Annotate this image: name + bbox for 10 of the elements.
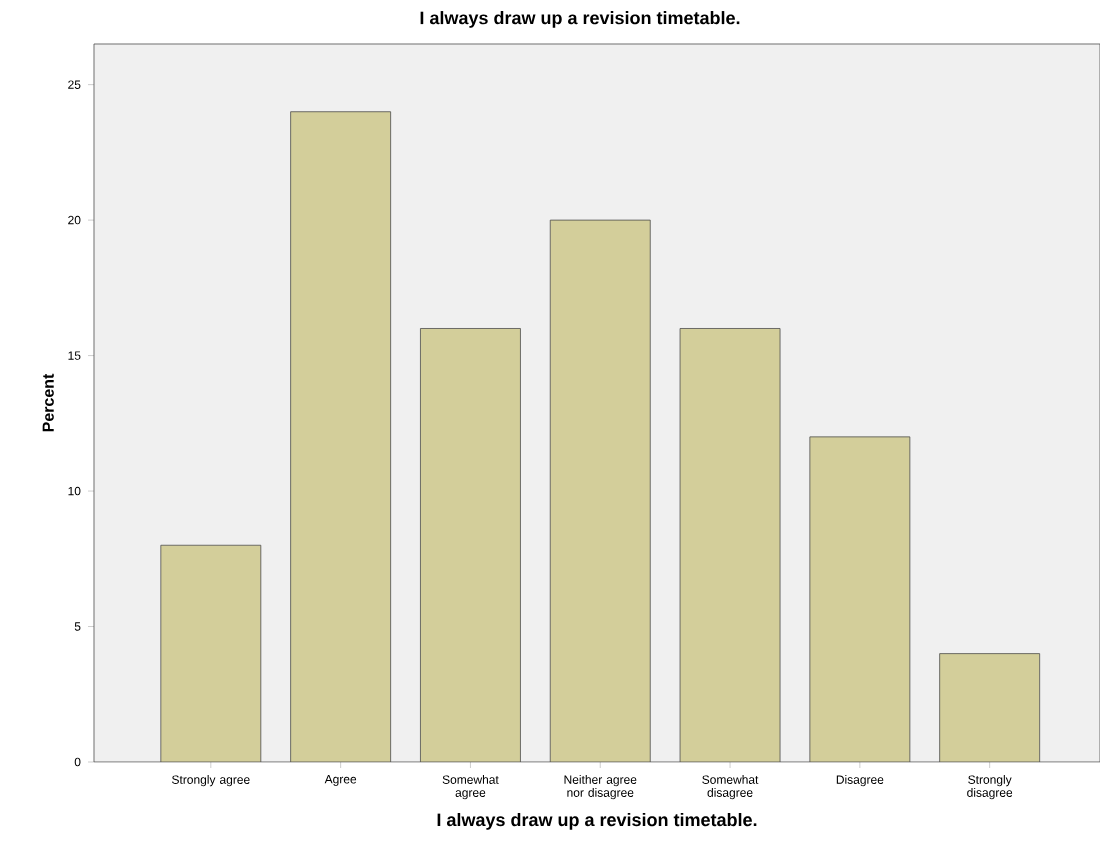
bar (550, 220, 651, 762)
x-axis-title: I always draw up a revision timetable. (437, 812, 757, 830)
bar (939, 653, 1041, 762)
chart-title: I always draw up a revision timetable. (420, 11, 740, 28)
bar (160, 545, 261, 762)
bar (420, 328, 521, 762)
bar (290, 111, 391, 762)
bar (680, 328, 781, 762)
y-axis-title: Percent (42, 373, 54, 432)
bar (809, 436, 910, 762)
